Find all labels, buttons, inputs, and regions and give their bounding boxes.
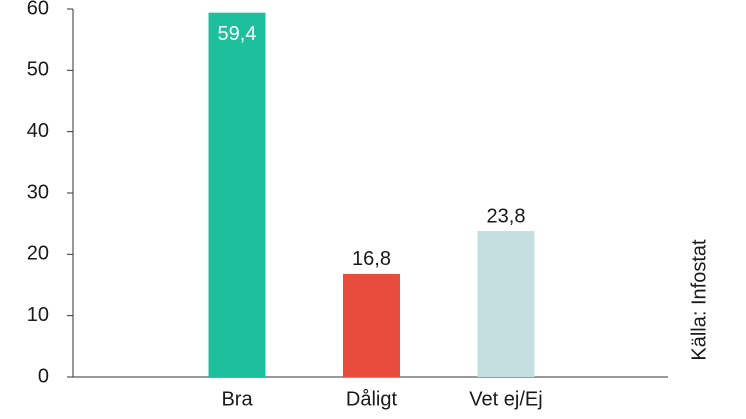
source-note: Källa: Infostat [688,239,710,361]
y-tick-label: 50 [27,59,49,81]
y-tick-label: 40 [27,120,49,142]
x-tick-label: Vet ej/Ej [469,388,542,410]
bar [477,231,535,377]
value-label: 59,4 [218,23,257,45]
x-tick-label: Bra [221,388,253,410]
y-tick-label: 0 [38,365,49,387]
value-label: 16,8 [352,248,391,270]
y-tick-label: 60 [27,0,49,19]
value-label: 23,8 [487,205,526,227]
bar [343,273,400,377]
y-tick-label: 10 [27,304,49,326]
y-tick-label: 20 [27,243,49,265]
y-tick-label: 30 [27,181,49,203]
x-tick-label: Dåligt [346,388,398,410]
bar [208,12,266,378]
